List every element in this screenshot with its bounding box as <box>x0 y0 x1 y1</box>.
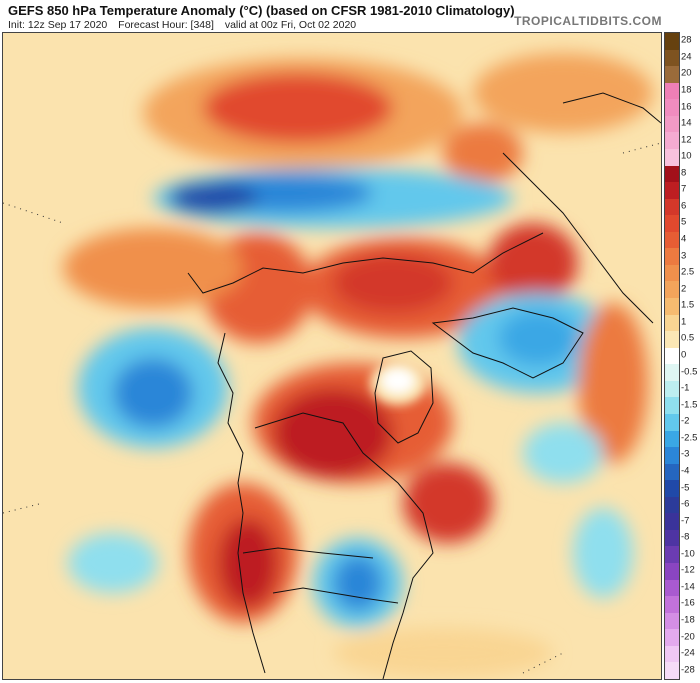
color-scale-label: 2.5 <box>681 266 695 278</box>
color-scale-label: 8 <box>681 167 687 179</box>
color-scale-cell <box>665 281 679 299</box>
color-scale-label: -16 <box>681 597 695 609</box>
color-scale-cell <box>665 132 679 150</box>
color-scale-label: 12 <box>681 134 692 146</box>
color-scale-label: 1 <box>681 316 687 328</box>
color-scale-cell <box>665 331 679 349</box>
color-scale-label: -6 <box>681 498 690 510</box>
color-scale-cell <box>665 546 679 564</box>
color-scale-cell <box>665 563 679 581</box>
color-scale-label: 6 <box>681 200 687 212</box>
color-scale-cell <box>665 430 679 448</box>
color-scale-cell <box>665 314 679 332</box>
init-time: Init: 12z Sep 17 2020 <box>8 19 108 31</box>
color-scale-label: -4 <box>681 465 690 477</box>
color-scale-cell <box>665 231 679 249</box>
color-scale-label: 14 <box>681 117 692 129</box>
color-scale-cell <box>665 99 679 117</box>
color-scale-cell <box>665 645 679 663</box>
color-scale-cell <box>665 182 679 200</box>
valid-time: valid at 00z Fri, Oct 02 2020 <box>224 19 357 31</box>
color-scale-cell <box>665 115 679 133</box>
color-scale-cell <box>665 496 679 514</box>
color-scale-cell <box>665 198 679 216</box>
color-scale-cell <box>665 413 679 432</box>
color-scale-label: -1 <box>681 382 690 394</box>
color-scale-cell <box>665 662 679 680</box>
color-scale-cell <box>665 215 679 233</box>
color-scale-label: -3 <box>681 448 690 460</box>
color-scale-cell <box>665 629 679 647</box>
color-scale-cell <box>665 612 679 630</box>
coastlines <box>187 92 661 679</box>
color-scale-cell <box>665 447 679 465</box>
color-scale-label: -28 <box>681 664 695 676</box>
color-scale-cell <box>665 33 679 51</box>
forecast-info: Init: 12z Sep 17 2020 Forecast Hour: [34… <box>8 19 364 31</box>
color-scale-cell <box>665 380 679 398</box>
color-scale-cell <box>665 264 679 282</box>
color-scale-label: 18 <box>681 84 692 96</box>
color-scale-label: 4 <box>681 233 687 245</box>
color-scale-label: -5 <box>681 482 690 493</box>
color-scale-cell <box>665 347 679 365</box>
color-scale-cell <box>665 49 679 67</box>
greenland-ice <box>370 361 426 405</box>
color-scale-label: -20 <box>681 631 695 643</box>
color-scale-label: 16 <box>681 101 692 113</box>
color-scale-label: -10 <box>681 548 695 560</box>
color-scale-cell <box>665 82 679 100</box>
site-brand: TROPICALTIDBITS.COM <box>514 14 662 28</box>
color-scale-cell <box>665 66 679 84</box>
color-scale-cell <box>665 529 679 547</box>
color-scale-label: 2 <box>681 283 687 295</box>
chart-title: GEFS 850 hPa Temperature Anomaly (°C) (b… <box>8 3 515 18</box>
color-scale-label: 0 <box>681 349 687 361</box>
color-scale-label: 10 <box>681 150 692 162</box>
grid-lines <box>3 142 661 674</box>
color-scale-label: -0.5 <box>681 366 698 378</box>
color-scale <box>664 32 680 680</box>
color-scale-label: -2 <box>681 415 690 427</box>
color-scale-label: -24 <box>681 647 695 659</box>
color-scale-label: -18 <box>681 614 695 626</box>
color-scale-cell <box>665 364 679 382</box>
color-scale-cell <box>665 298 679 316</box>
color-scale-label: -14 <box>681 581 695 593</box>
color-scale-label: 1.5 <box>681 299 695 311</box>
anomaly-map <box>2 32 662 680</box>
color-scale-label: 0.5 <box>681 332 695 344</box>
color-scale-label: 5 <box>681 216 687 228</box>
color-scale-label: 28 <box>681 34 692 46</box>
color-scale-cell <box>665 397 679 415</box>
color-scale-label: -2.5 <box>681 432 698 444</box>
color-scale-cell <box>665 596 679 614</box>
color-scale-cell <box>665 513 679 531</box>
color-scale-cell <box>665 463 679 481</box>
color-scale-label: -8 <box>681 531 690 543</box>
color-scale-cell <box>665 165 679 183</box>
forecast-hour: Forecast Hour: [348] <box>118 19 214 31</box>
color-scale-cell <box>665 248 679 266</box>
color-scale-cell <box>665 480 679 498</box>
color-scale-label: -1.5 <box>681 399 698 411</box>
color-scale-cell <box>665 148 679 166</box>
color-scale-label: -12 <box>681 564 695 576</box>
color-scale-cell <box>665 579 679 597</box>
color-scale-label: 3 <box>681 250 687 262</box>
color-scale-label: 20 <box>681 67 692 79</box>
color-scale-label: 24 <box>681 51 692 63</box>
color-scale-label: 7 <box>681 183 687 195</box>
color-scale-label: -7 <box>681 515 690 527</box>
